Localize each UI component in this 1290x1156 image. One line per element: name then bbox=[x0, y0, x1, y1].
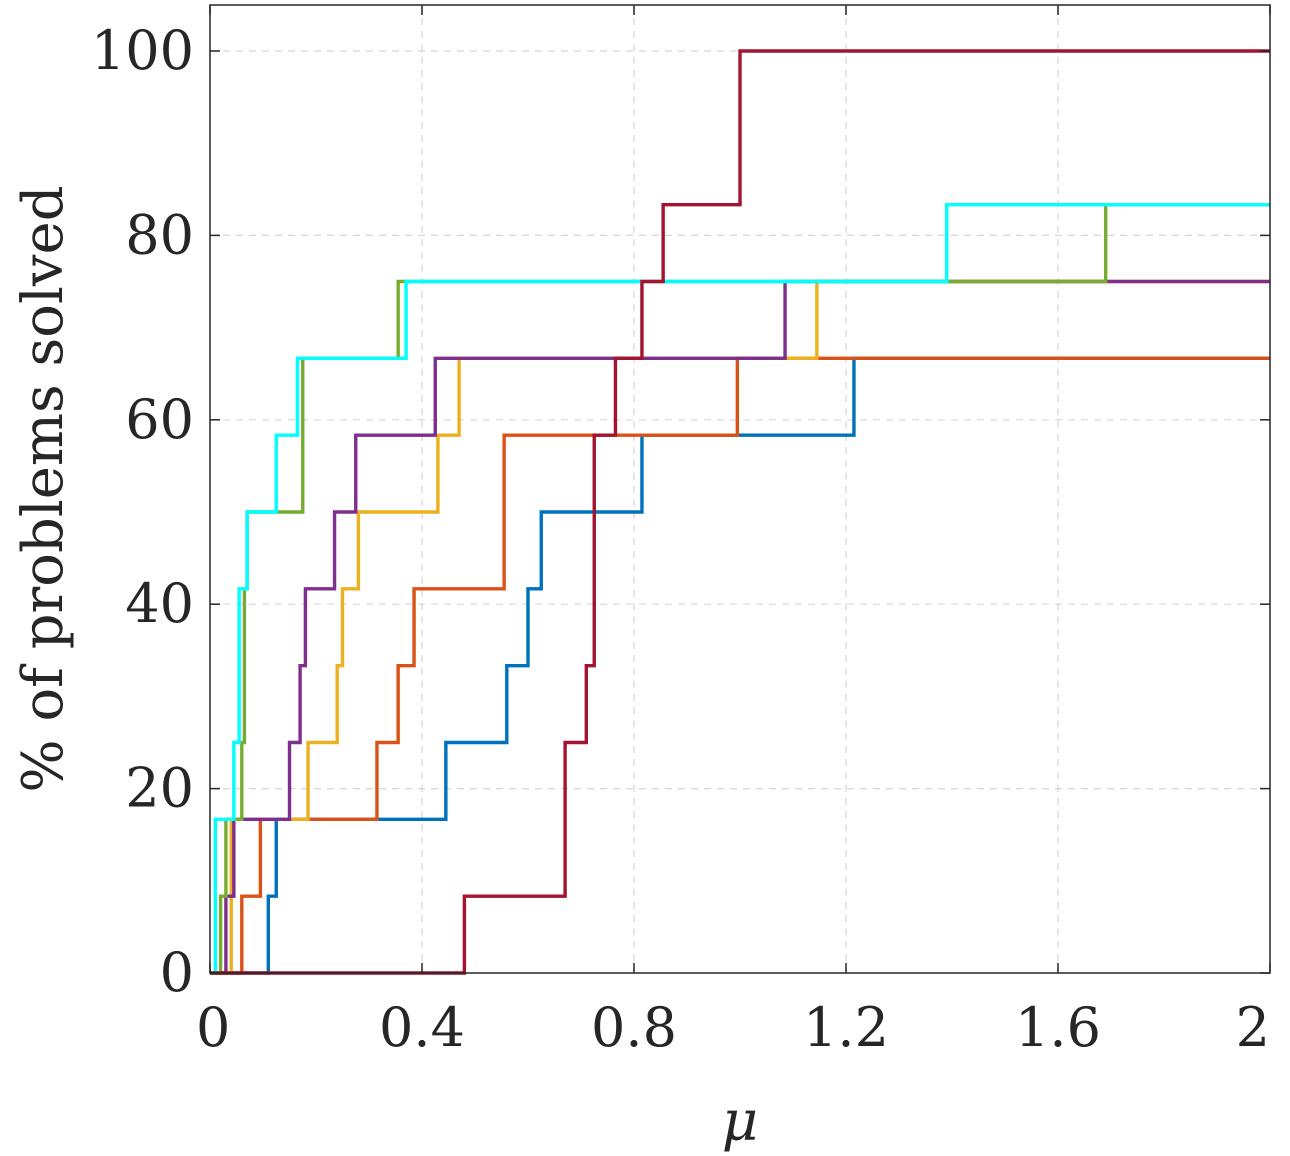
grid bbox=[210, 5, 1270, 973]
series-line-1 bbox=[210, 356, 1270, 975]
y-tick-label-3: 60 bbox=[125, 388, 194, 451]
series-line-3 bbox=[210, 279, 1270, 975]
series-line-7 bbox=[210, 49, 1270, 975]
plot-frame bbox=[209, 4, 1271, 974]
y-tick-label-4: 80 bbox=[125, 203, 194, 266]
x-tick-label-3: 1.2 bbox=[803, 996, 889, 1059]
x-tick-label-5: 2 bbox=[1236, 996, 1270, 1059]
y-axis-label: % of problems solved bbox=[11, 185, 76, 792]
x-tick-label-2: 0.8 bbox=[591, 996, 677, 1059]
series-lines bbox=[210, 49, 1270, 975]
y-tick-label-5: 100 bbox=[91, 19, 194, 82]
series-line-6 bbox=[210, 203, 1270, 975]
series-line-2 bbox=[210, 356, 1270, 975]
series-line-4 bbox=[210, 279, 1270, 975]
x-axis-label: μ bbox=[722, 1089, 758, 1154]
y-tick-label-2: 40 bbox=[125, 572, 194, 635]
y-tick-label-0: 0 bbox=[160, 941, 194, 1004]
series-line-5 bbox=[210, 203, 1270, 975]
x-tick-label-0: 0 bbox=[196, 996, 230, 1059]
y-tick-label-1: 20 bbox=[125, 757, 194, 820]
x-tick-label-1: 0.4 bbox=[379, 996, 465, 1059]
x-tick-label-4: 1.6 bbox=[1015, 996, 1101, 1059]
